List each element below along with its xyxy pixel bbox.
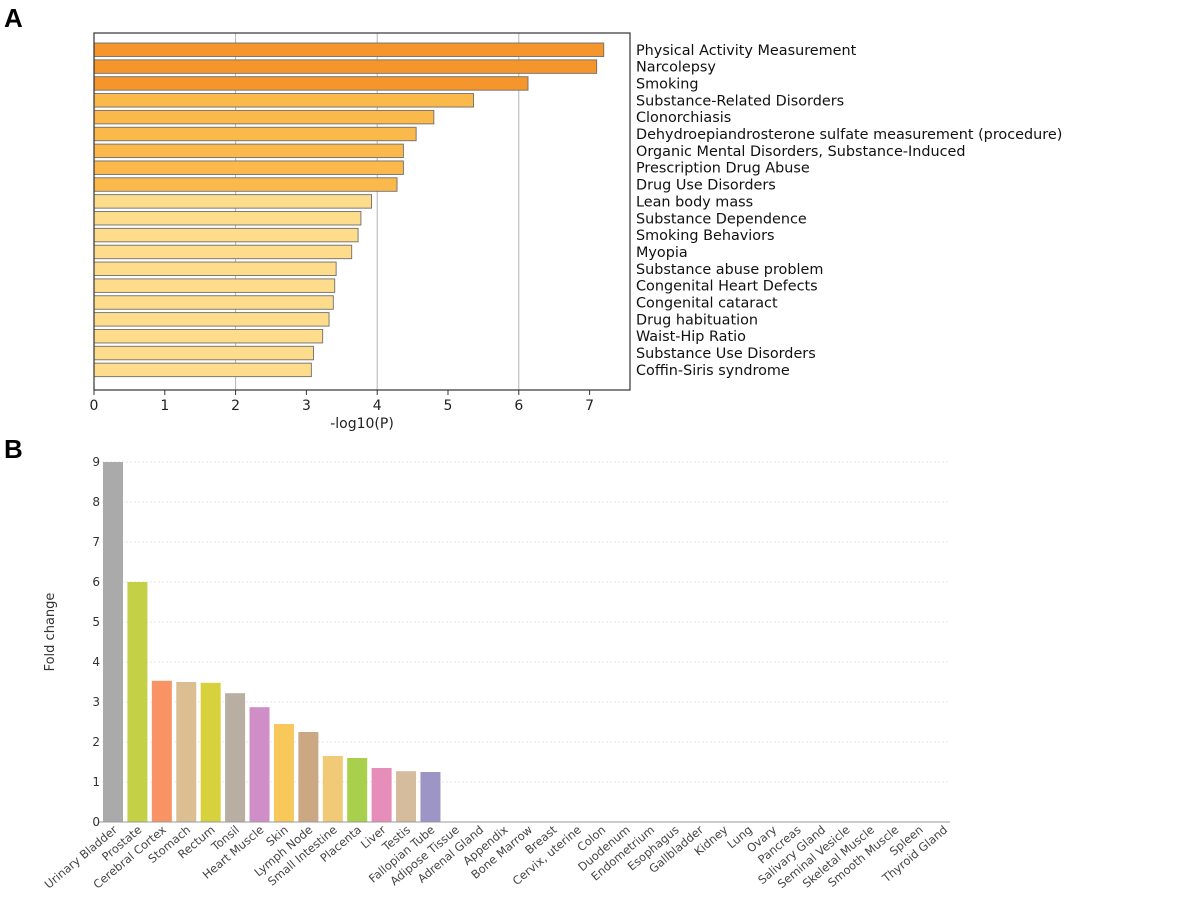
chart-b-y-tick-label: 8 bbox=[92, 495, 100, 509]
chart-b-bar bbox=[176, 682, 197, 822]
chart-a-bar bbox=[93, 177, 398, 192]
chart-a-x-axis-label: -log10(P) bbox=[330, 416, 394, 432]
chart-b-bar bbox=[396, 771, 417, 822]
chart-b-y-ticks: 0 1 2 3 4 5 6 7 8 9 bbox=[92, 455, 100, 829]
chart-b-bar bbox=[225, 693, 246, 822]
chart-a-category-label: Smoking bbox=[636, 76, 699, 92]
chart-b-bar bbox=[322, 756, 343, 822]
chart-a-bar bbox=[93, 329, 324, 344]
chart-a-category-label: Substance-Related Disorders bbox=[636, 93, 844, 109]
chart-a-category-label: Congenital Heart Defects bbox=[636, 279, 818, 295]
panel-b-letter: B bbox=[4, 434, 23, 464]
chart-b-y-tick-label: 7 bbox=[92, 535, 100, 549]
chart-a-bar bbox=[93, 194, 372, 209]
chart-a-category-label: Narcolepsy bbox=[636, 60, 716, 76]
chart-b-fold-change: 0 1 2 3 4 5 6 7 8 9 Urinary BladderProstateCerebr… bbox=[42, 455, 951, 892]
chart-a-bar bbox=[93, 42, 605, 57]
chart-a-bar bbox=[93, 211, 362, 226]
chart-b-bar bbox=[200, 682, 221, 822]
chart-a-x-tick-label: 6 bbox=[514, 398, 523, 414]
chart-a-bar bbox=[93, 93, 474, 108]
chart-a-bar bbox=[93, 295, 334, 310]
chart-b-y-tick-label: 1 bbox=[92, 775, 100, 789]
chart-a-x-tick-label: 4 bbox=[373, 398, 382, 414]
chart-b-bar bbox=[347, 758, 368, 822]
chart-a-bar bbox=[93, 244, 353, 260]
chart-a-category-label: Organic Mental Disorders, Substance-Indu… bbox=[636, 144, 966, 160]
chart-b-y-tick-label: 4 bbox=[92, 655, 100, 669]
chart-a-bar bbox=[93, 345, 314, 361]
chart-b-bar bbox=[127, 582, 148, 822]
chart-b-y-tick-label: 5 bbox=[92, 615, 100, 629]
chart-a-x-tick-label: 0 bbox=[90, 398, 99, 414]
chart-a-category-label: Waist-Hip Ratio bbox=[636, 329, 746, 345]
chart-b-y-tick-label: 2 bbox=[92, 735, 100, 749]
chart-a-category-label: Dehydroepiandrosterone sulfate measureme… bbox=[636, 127, 1062, 143]
chart-a-bar bbox=[93, 109, 435, 125]
chart-a-category-label: Lean body mass bbox=[636, 194, 753, 210]
chart-b-y-axis-label: Fold change bbox=[43, 593, 58, 672]
chart-a-bar bbox=[93, 312, 330, 327]
chart-b-bars bbox=[103, 462, 441, 822]
chart-a-bar bbox=[93, 261, 337, 276]
chart-a-category-label: Coffin-Siris syndrome bbox=[636, 363, 790, 379]
chart-a-category-label: Substance Use Disorders bbox=[636, 346, 816, 362]
chart-a-bar bbox=[93, 160, 404, 175]
chart-a-bar bbox=[93, 76, 529, 91]
chart-a-bar bbox=[93, 227, 359, 243]
chart-b-bar bbox=[420, 772, 441, 822]
chart-a-x-tick-label: 2 bbox=[231, 398, 240, 414]
chart-a-category-label: Prescription Drug Abuse bbox=[636, 161, 810, 177]
chart-b-bar bbox=[298, 732, 319, 822]
chart-b-bar bbox=[371, 768, 392, 822]
panel-a-letter: A bbox=[4, 3, 23, 33]
chart-a-bar bbox=[93, 59, 598, 74]
chart-b-y-tick-label: 6 bbox=[92, 575, 100, 589]
chart-a-category-label: Physical Activity Measurement bbox=[636, 43, 857, 59]
chart-b-bar bbox=[249, 707, 270, 822]
chart-b-bar bbox=[103, 462, 123, 822]
chart-a-category-label: Substance Dependence bbox=[636, 211, 807, 227]
chart-b-y-tick-label: 0 bbox=[92, 815, 100, 829]
chart-a-x-ticks: 0 1 2 3 4 5 6 7 bbox=[90, 390, 594, 414]
chart-a-category-label: Substance abuse problem bbox=[636, 262, 823, 278]
chart-a-category-label: Congenital cataract bbox=[636, 296, 778, 312]
chart-a-bar bbox=[93, 126, 417, 142]
chart-b-bar bbox=[273, 724, 294, 822]
chart-a-bar bbox=[93, 278, 336, 293]
chart-a-category-label: Myopia bbox=[636, 245, 688, 261]
chart-a-x-tick-label: 1 bbox=[160, 398, 169, 414]
chart-a-x-tick-label: 5 bbox=[444, 398, 453, 414]
chart-b-bar bbox=[151, 680, 172, 822]
chart-b-y-tick-label: 9 bbox=[92, 455, 100, 469]
chart-a-category-labels: Physical Activity MeasurementNarcolepsyS… bbox=[636, 43, 1062, 379]
chart-b-y-tick-label: 3 bbox=[92, 695, 100, 709]
chart-a-category-label: Drug Use Disorders bbox=[636, 178, 776, 194]
chart-a-bar bbox=[93, 362, 312, 378]
chart-a-category-label: Clonorchiasis bbox=[636, 110, 731, 126]
chart-a-bar bbox=[93, 143, 404, 159]
chart-a-x-tick-label: 7 bbox=[585, 398, 594, 414]
chart-a-category-label: Smoking Behaviors bbox=[636, 228, 775, 244]
chart-a-frame bbox=[93, 32, 631, 391]
chart-a-bars bbox=[93, 42, 605, 378]
chart-a-enrichment: 0 1 2 3 4 5 6 7 Physical Activity MeasurementNa… bbox=[90, 32, 1062, 432]
chart-a-category-label: Drug habituation bbox=[636, 312, 758, 328]
chart-a-x-tick-label: 3 bbox=[302, 398, 311, 414]
